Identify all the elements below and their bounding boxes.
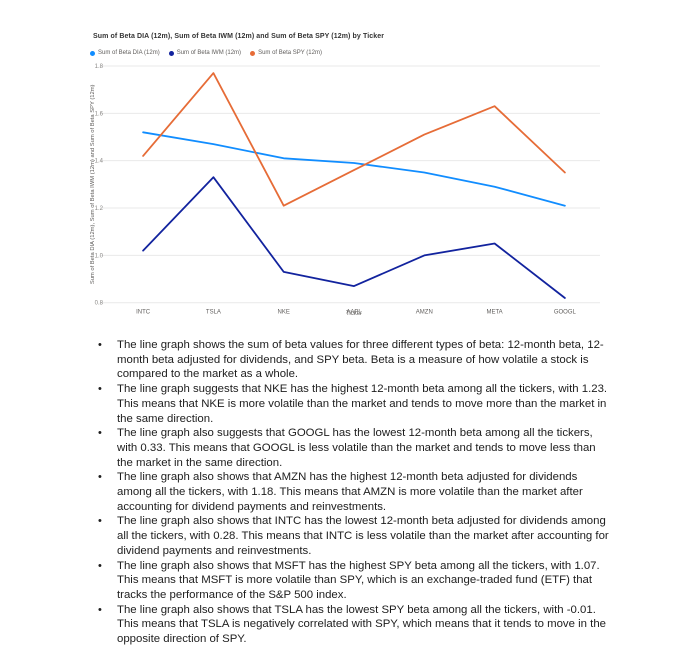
bullet-item-overview: The line graph shows the sum of beta val… [95, 338, 611, 382]
legend-label-dia: Sum of Beta DIA (12m) [98, 50, 160, 56]
y-tick-label: 1.8 [95, 64, 104, 70]
x-axis-title: Ticker [345, 311, 363, 317]
bullet-item-tsla-lowest: The line graph also shows that TSLA has … [95, 603, 611, 647]
series-line-2 [142, 72, 566, 207]
x-tick-label: GOOGL [554, 310, 577, 316]
bullet-item-nke-highest: The line graph suggests that NKE has the… [95, 382, 611, 426]
bullet-item-msft-highest: The line graph also shows that MSFT has … [95, 559, 611, 603]
bullet-item-googl-lowest: The line graph also suggests that GOOGL … [95, 426, 611, 470]
chart-title: Sum of Beta DIA (12m), Sum of Beta IWM (… [93, 33, 385, 40]
bullet-item-intc-lowest: The line graph also shows that INTC has … [95, 514, 611, 558]
legend-item-spy[interactable]: Sum of Beta SPY (12m) [250, 50, 322, 56]
y-tick-label: 1.2 [95, 206, 104, 212]
series-line-1 [142, 176, 566, 299]
x-tick-label: AAPL [346, 310, 362, 316]
x-tick-label: TSLA [206, 310, 221, 316]
y-tick-label: 1.6 [95, 111, 104, 117]
legend-label-iwm: Sum of Beta IWM (12m) [176, 50, 242, 56]
x-tick-label: AMZN [416, 310, 433, 316]
analysis-bullets: The line graph shows the sum of beta val… [95, 338, 611, 647]
bullet-item-amzn-highest: The line graph also shows that AMZN has … [95, 470, 611, 514]
x-tick-label: META [486, 310, 502, 316]
y-axis-title: Sum of Beta DIA (12m), Sum of Beta IWM (… [90, 84, 96, 284]
legend-item-dia[interactable]: Sum of Beta DIA (12m) [90, 50, 160, 56]
y-tick-label: 1.0 [95, 253, 104, 259]
series-line-0 [142, 131, 566, 207]
legend-label-spy: Sum of Beta SPY (12m) [258, 50, 322, 56]
chart-legend: Sum of Beta DIA (12m) Sum of Beta IWM (1… [90, 50, 331, 56]
legend-dot-iwm-icon [168, 50, 174, 56]
x-tick-label: NKE [278, 310, 290, 316]
plot-area: 0.8 1.0 1.2 1.4 1.6 1.8 INTC TSLA NKE AAPL AMZN MET… [90, 64, 600, 316]
beta-line-chart: Sum of Beta DIA (12m), Sum of Beta IWM (… [90, 33, 600, 317]
y-tick-label: 1.4 [95, 159, 104, 165]
legend-dot-spy-icon [250, 50, 256, 56]
x-tick-label: INTC [136, 310, 151, 316]
legend-dot-dia-icon [90, 50, 95, 56]
legend-item-iwm[interactable]: Sum of Beta IWM (12m) [168, 50, 242, 56]
y-tick-label: 0.8 [95, 301, 104, 307]
